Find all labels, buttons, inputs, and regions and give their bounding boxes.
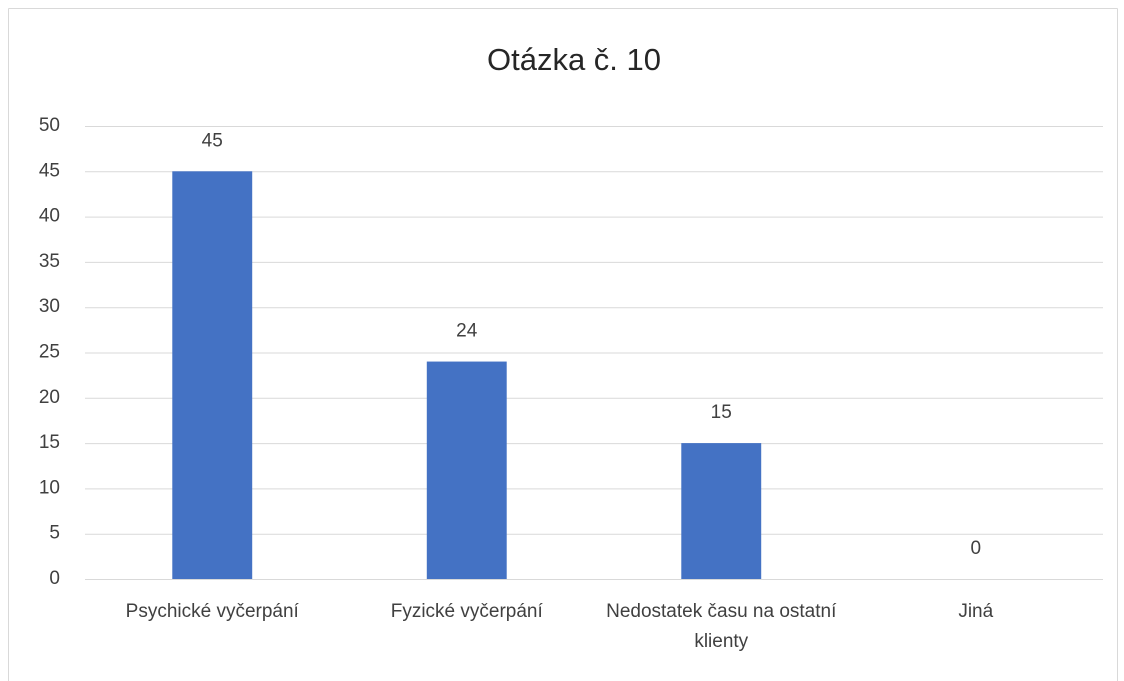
y-tick-label: 15 <box>39 432 60 453</box>
y-tick-label: 10 <box>39 477 60 498</box>
chart-title: Otázka č. 10 <box>487 42 661 77</box>
bar <box>172 171 253 580</box>
y-tick-label: 0 <box>49 568 60 589</box>
data-label: 15 <box>711 402 732 423</box>
data-label: 45 <box>202 130 223 151</box>
y-tick-label: 5 <box>49 523 60 544</box>
bar <box>681 443 762 579</box>
y-tick-label: 45 <box>39 160 60 181</box>
data-label: 24 <box>456 321 478 342</box>
y-tick-label: 35 <box>39 251 60 272</box>
y-tick-label: 50 <box>39 115 60 136</box>
y-tick-label: 20 <box>39 387 60 408</box>
y-tick-label: 30 <box>39 296 60 317</box>
y-tick-label: 25 <box>39 342 60 363</box>
x-tick-label: Fyzické vyčerpání <box>390 601 543 622</box>
data-label: 0 <box>970 538 981 559</box>
y-tick-label: 40 <box>39 206 60 227</box>
bar <box>426 361 507 579</box>
x-tick-label: Psychické vyčerpání <box>125 601 299 622</box>
x-tick-label: Jiná <box>958 601 994 622</box>
x-tick-label: Nedostatek času na ostatní klienty <box>606 601 837 652</box>
